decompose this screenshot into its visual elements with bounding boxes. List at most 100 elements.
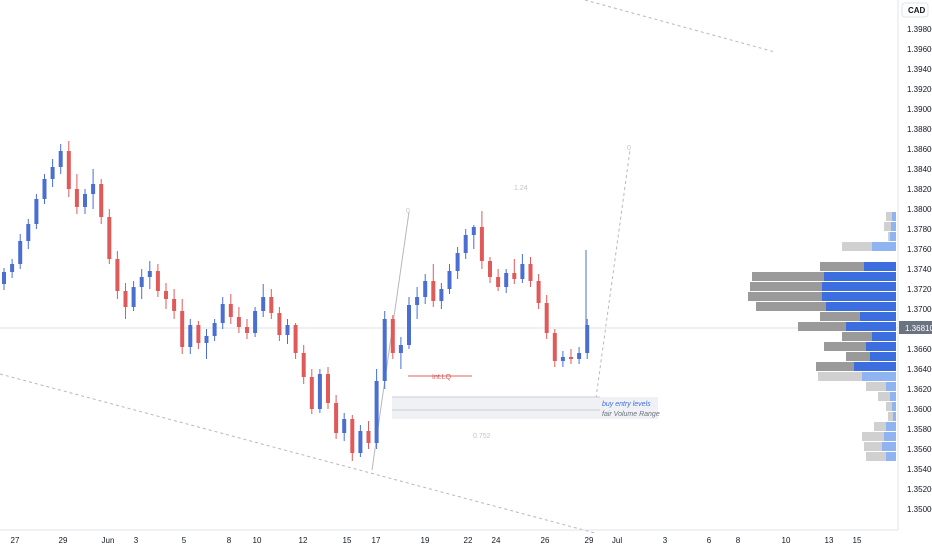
volume-bar-buy (872, 332, 896, 341)
time-tick-label: 12 (299, 536, 308, 545)
candle-body (66, 151, 71, 189)
volume-bar-buy (826, 302, 896, 311)
time-axis[interactable]: 27 29 Jun 3 5 8 10 12 15 17 19 22 24 26 29 Jul 3 6 8 10 13 15 (0, 529, 898, 545)
candle-body (479, 227, 484, 261)
volume-bar-sell (886, 402, 892, 411)
time-tick-label: 5 (182, 536, 187, 545)
candle-body (42, 179, 47, 199)
price-tick-label: 1.36400 (907, 365, 932, 374)
volume-bar-buy (866, 342, 896, 351)
time-tick-label: 29 (59, 536, 68, 545)
volume-bar-buy (860, 312, 896, 321)
fair-volume-label: fair Volume Range (602, 411, 660, 418)
price-tick-label: 1.35400 (907, 465, 932, 474)
volume-bar-buy (846, 322, 896, 331)
volume-bar-sell (884, 222, 891, 231)
candle-body (407, 305, 411, 345)
candle-body (269, 297, 274, 313)
volume-bar-buy (892, 212, 896, 221)
candle-body (415, 297, 420, 305)
current-price-badge (899, 321, 932, 334)
candle-body (544, 303, 549, 333)
candle-body (390, 319, 395, 353)
price-tick-label: 1.35200 (907, 485, 932, 494)
volume-bar-buy (822, 292, 896, 301)
volume-bar-sell (886, 212, 892, 221)
volume-bar-sell (820, 262, 864, 271)
volume-bar-sell (866, 452, 886, 461)
fair-volume-range-box (392, 397, 658, 419)
candle-body (34, 199, 39, 224)
price-tick-label: 1.39600 (907, 45, 932, 54)
candle-body (496, 277, 501, 287)
candle-body (131, 287, 136, 307)
candle-body (99, 184, 104, 217)
lower-trendline (0, 373, 596, 534)
price-axis[interactable]: CAD 1.39800 1.39600 1.39400 1.39200 1.39000 1.… (897, 0, 932, 550)
time-tick-label: 29 (585, 536, 594, 545)
candle-body (180, 311, 185, 347)
volume-bar-sell (888, 232, 890, 241)
volume-bar-buy (864, 262, 896, 271)
volume-bar-sell (866, 382, 886, 391)
volume-bar-buy (893, 412, 896, 421)
time-tick-label: 19 (421, 536, 430, 545)
time-tick-label: 8 (736, 536, 741, 545)
candle-body (139, 277, 144, 287)
volume-bar-buy (890, 232, 896, 241)
current-price-label: 1.36810 (905, 324, 932, 333)
candle-body (512, 273, 517, 279)
time-tick-label: 24 (492, 536, 501, 545)
time-tick-label: Jun (102, 536, 115, 545)
candle-body (2, 272, 6, 284)
time-tick-label: Jul (612, 536, 622, 545)
candle-body (528, 264, 533, 281)
candle-body (204, 336, 209, 343)
price-tick-label: 1.36000 (907, 405, 932, 414)
candle-body (123, 291, 128, 307)
volume-bar-buy (884, 432, 896, 441)
candle-body (560, 357, 565, 361)
volume-bar-buy (886, 422, 896, 431)
price-tick-label: 1.38800 (907, 125, 932, 134)
volume-bar-buy (822, 282, 896, 291)
candle-body (488, 261, 492, 277)
volume-bar-sell (818, 372, 862, 381)
candle-body (212, 323, 217, 336)
candle-body (577, 353, 582, 359)
candle-body (245, 327, 249, 333)
fib-level-0752: 0.752 (473, 433, 491, 440)
time-tick-label: 6 (707, 536, 712, 545)
time-tick-label: 10 (782, 536, 791, 545)
time-tick-label: 10 (253, 536, 262, 545)
projection-line (595, 149, 631, 399)
candle-body (58, 151, 63, 167)
candle-body (164, 291, 168, 299)
price-axis-bg (898, 0, 932, 550)
volume-bar-sell (752, 272, 824, 281)
candle-body (10, 264, 15, 272)
candle-body (382, 319, 387, 381)
candle-body (74, 189, 79, 207)
volume-bar-buy (854, 362, 896, 371)
volume-bar-sell (864, 442, 882, 451)
buy-entry-label: buy entry levels (602, 401, 651, 408)
candle-body (536, 281, 541, 303)
candle-body (520, 264, 525, 279)
volume-bar-buy (890, 392, 896, 401)
price-tick-label: 1.37400 (907, 265, 932, 274)
volume-bar-sell (748, 292, 822, 301)
candle-body (358, 431, 363, 453)
volume-bar-sell (874, 422, 886, 431)
candle-body (398, 345, 403, 353)
candle-body (26, 224, 31, 241)
volume-bar-sell (750, 282, 822, 291)
candle-body (18, 241, 23, 264)
price-tick-label: 1.35800 (907, 425, 932, 434)
time-tick-label: 27 (11, 536, 20, 545)
candle-body (439, 289, 444, 301)
candle-body (504, 273, 509, 287)
candle-body (471, 227, 476, 235)
